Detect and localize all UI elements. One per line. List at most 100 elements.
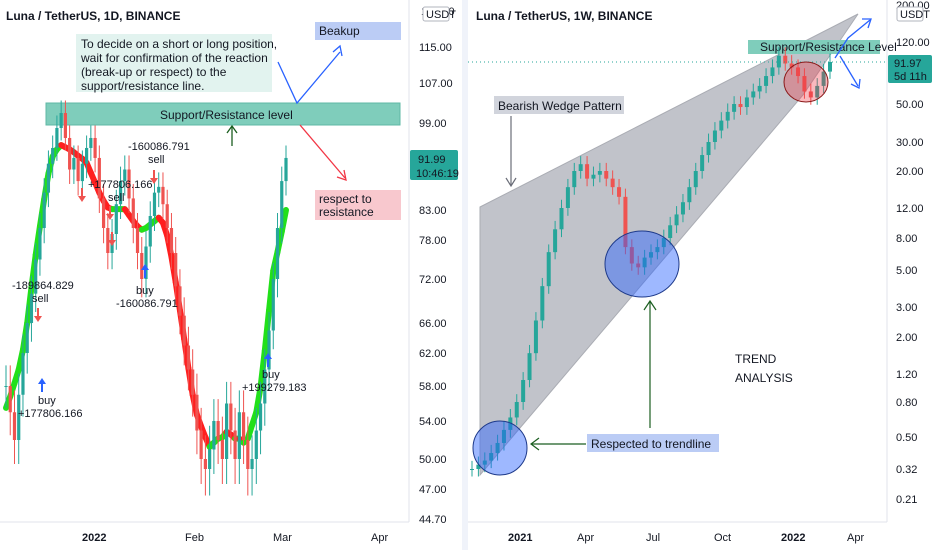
candle-body [482,460,487,465]
candle-body [29,293,34,323]
note-line: (break-up or respect) to the [81,65,227,79]
candle-body [636,263,641,268]
candle-body [140,253,144,279]
candle-body [191,369,195,395]
candle-body [38,228,42,260]
candle-body [241,412,246,440]
y-tick-label: 99.00 [419,118,447,130]
signal-label: -189864.829 [12,280,74,292]
candle-body [553,229,558,253]
candle-body [802,76,807,92]
signal-label: buy [136,285,154,297]
note-line: wait for confirmation of the reaction [80,51,268,65]
trendline-circle-low [472,420,528,476]
moving-average-segment [24,284,35,326]
candle-body [668,225,673,238]
candle-body [280,181,284,228]
candle-body [674,214,679,226]
candle-body [106,228,110,253]
x-tick-label: 2022 [781,532,805,544]
x-tick-label: Apr [577,532,594,544]
last-price-label: 91.99 [418,154,446,166]
candle-body [267,330,271,370]
currency-box [896,6,924,22]
candle-body [533,320,538,354]
currency-box [422,6,450,22]
candle-body [732,104,737,112]
candle-body [182,315,186,346]
candle-body [744,97,749,108]
candle-body [135,228,140,253]
candle-body [195,394,199,431]
weekly-chart-title: Luna / TetherUS, 1W, BINANCE [476,9,652,23]
candle-body [161,186,165,205]
candle-body [237,412,241,459]
signal-arrowhead [108,240,116,246]
breakup-label: Beakup [319,24,360,38]
candle-body [17,394,21,440]
y-tick-label: 2.00 [896,332,917,344]
signal-arrowhead [141,264,149,270]
signal-label: sell [32,293,49,305]
respect-arrowhead [336,169,347,181]
x-tick-label: Feb [185,532,204,544]
signal-label: buy [38,395,56,407]
candle-body [629,247,634,264]
candle-body [148,216,152,247]
breakup-arrowhead [862,18,872,29]
candle-body [540,286,545,321]
weekly-chart[interactable]: Luna / TetherUS, 1W, BINANCE Support/Res… [468,0,932,550]
candle-body [85,147,89,164]
last-price-label: 91.97 [894,58,922,70]
candle-body [680,202,685,215]
trendline-label: Respected to trendline [591,437,711,451]
trendline-pointer-up-head [643,299,657,311]
trendline-label-box [587,434,719,452]
candle-body [21,353,25,395]
daily-chart[interactable]: Luna / TetherUS, 1D, BINANCE Support/Res… [0,0,462,550]
note-box [76,34,272,92]
candle-body [263,369,267,404]
candle-body [757,85,762,92]
candle-body [174,253,178,287]
y-tick-label: 107.00 [419,78,453,90]
respect-box [315,190,401,220]
candle-body [63,113,67,138]
y-tick-label: 0.80 [896,397,917,409]
candle-body [821,71,826,86]
candle-body [254,430,258,459]
y-tick-label: 47.00 [419,484,447,496]
candle-body [604,171,609,179]
candle-body [275,228,280,279]
moving-average-segment [261,307,273,354]
y-tick-label: 54.00 [419,416,447,428]
candle-body [68,137,72,170]
currency-label: USDT [426,9,456,21]
candle-body [815,85,820,98]
pattern-label: Bearish Wedge Pattern [498,99,622,113]
candle-body [514,402,519,418]
x-tick-label: Oct [714,532,731,544]
y-tick-label: 44.70 [419,514,447,526]
candle-body [12,412,17,440]
drop-arrow [839,55,859,87]
moving-average-segment [164,232,175,260]
candle-body [169,228,174,253]
signal-arrowhead [34,316,42,322]
candle-body [489,453,494,461]
note-line: To decide on a short or long position, [81,37,277,51]
candle-body [203,459,207,469]
signal-label: sell [148,154,165,166]
support-resistance-label: Support/Resistance level [160,108,293,122]
respect-label: respect to [319,192,372,206]
trendline-pointer-left-head [530,437,540,451]
signal-arrowhead [106,214,114,220]
candle-body [617,187,622,197]
candle-body [114,204,118,234]
respect-arrow [299,124,346,179]
breakup-box [315,22,401,40]
candle-body [101,198,106,228]
candle-body [572,171,577,188]
candle-body [578,164,583,171]
candle-body [649,252,653,258]
